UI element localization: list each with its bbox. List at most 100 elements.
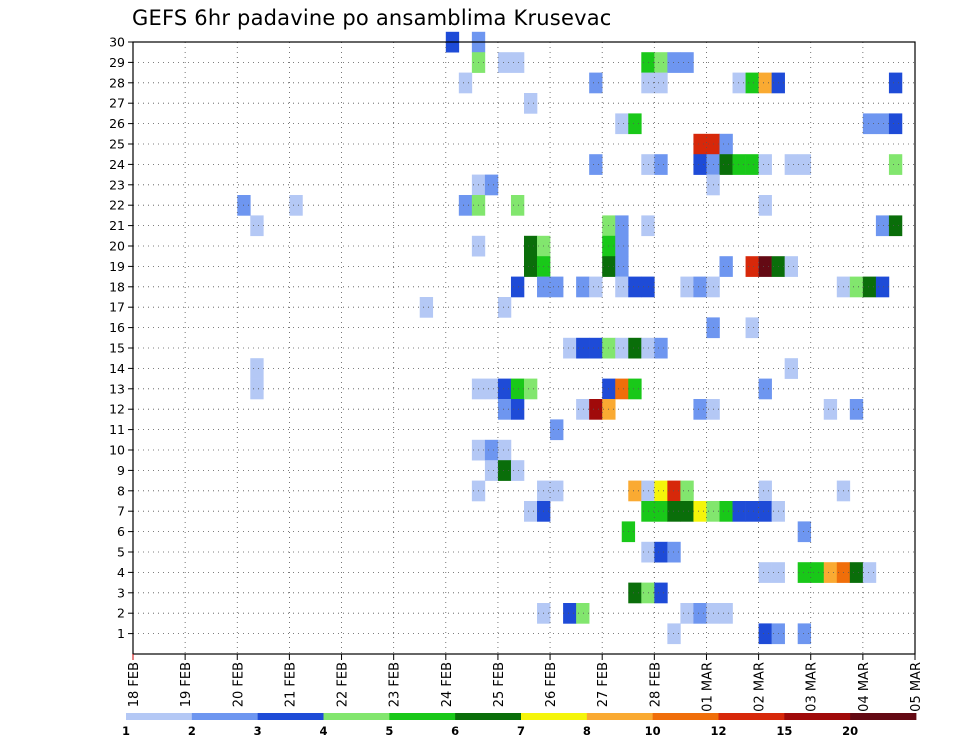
heatmap-cell	[810, 562, 825, 583]
y-axis-ticks: 1234567891011121314151617181920212223242…	[109, 35, 133, 641]
heatmap-cell	[250, 215, 264, 237]
heatmap-cell	[654, 541, 668, 563]
x-tick-label: 22 FEB	[336, 662, 351, 707]
heatmap-cell	[849, 399, 864, 420]
heatmap-cell	[680, 603, 694, 624]
legend-label: 6	[451, 724, 459, 738]
heatmap-cell	[628, 582, 642, 604]
heatmap-cell	[797, 623, 812, 645]
heatmap-cell	[628, 378, 642, 400]
legend-swatch	[850, 713, 917, 720]
legend-label: 2	[188, 724, 196, 738]
heatmap-cell	[758, 480, 772, 502]
heatmap-cell	[615, 215, 629, 237]
y-tick-label: 14	[109, 361, 125, 376]
heatmap-cell	[719, 256, 733, 277]
heatmap-cell	[693, 501, 707, 522]
heatmap-cell	[693, 154, 707, 175]
heatmap-cell	[680, 501, 694, 522]
heatmap-cell	[576, 399, 590, 420]
y-tick-label: 7	[117, 504, 125, 519]
y-tick-label: 1	[117, 626, 125, 641]
heatmap-cell	[862, 562, 877, 583]
x-tick-label: 25 FEB	[492, 662, 507, 707]
heatmap-cell	[654, 52, 668, 73]
heatmap-cell	[497, 378, 512, 400]
heatmap-cell	[784, 358, 798, 379]
y-tick-label: 21	[109, 218, 125, 233]
heatmap-cell	[289, 195, 303, 216]
heatmap-cell	[732, 154, 746, 175]
heatmap-cell	[758, 623, 772, 645]
x-tick-label: 23 FEB	[388, 662, 403, 707]
heatmap-cell	[576, 337, 590, 359]
heatmap-cell	[524, 501, 538, 522]
heatmap-cell	[641, 52, 655, 73]
heatmap-cell	[745, 72, 759, 94]
x-tick-label: 24 FEB	[440, 662, 455, 707]
x-tick-label: 05 MAR	[909, 662, 924, 712]
heatmap-cell	[667, 541, 681, 563]
heatmap-cell	[615, 276, 629, 298]
legend-label: 10	[645, 724, 661, 738]
heatmap-cell	[497, 297, 512, 318]
heatmap-cell	[589, 72, 603, 94]
heatmap-cell	[745, 256, 759, 277]
heatmap-cell	[628, 480, 642, 502]
heatmap-cell	[797, 562, 812, 583]
x-tick-label: 21 FEB	[283, 662, 298, 707]
y-tick-label: 16	[109, 320, 125, 335]
y-tick-label: 26	[109, 116, 125, 131]
legend-swatch	[191, 713, 259, 720]
heatmap-cell	[745, 317, 759, 339]
heatmap-cell	[628, 113, 642, 135]
x-tick-label: 04 MAR	[857, 662, 872, 712]
heatmap-cell	[628, 276, 642, 298]
heatmap-cell	[680, 480, 694, 502]
heatmap-cell	[862, 113, 877, 135]
heatmap-cell	[654, 480, 668, 502]
heatmap-cell	[849, 562, 864, 583]
legend-label: 15	[776, 724, 792, 738]
y-tick-label: 15	[109, 341, 125, 356]
heatmap-cells	[237, 31, 903, 645]
y-tick-label: 18	[109, 279, 125, 294]
y-tick-label: 6	[117, 524, 125, 539]
heatmap-cell	[732, 501, 746, 522]
heatmap-cell	[641, 480, 655, 502]
legend-swatch	[126, 713, 193, 720]
legend-label: 4	[319, 724, 327, 738]
heatmap-cell	[458, 72, 473, 94]
legend-label: 5	[385, 724, 393, 738]
heatmap-cell	[576, 603, 590, 624]
heatmap-cell	[510, 460, 525, 481]
heatmap-cell	[615, 256, 629, 277]
heatmap-cell	[484, 378, 499, 400]
heatmap-cell	[654, 501, 668, 522]
heatmap-cell	[524, 93, 538, 114]
heatmap-cell	[524, 256, 538, 277]
y-tick-label: 13	[109, 381, 125, 396]
heatmap-cell	[419, 297, 434, 318]
heatmap-cell	[641, 276, 655, 298]
heatmap-cell	[497, 439, 512, 461]
heatmap-cell	[641, 215, 655, 237]
heatmap-cell	[641, 154, 655, 175]
y-tick-label: 27	[109, 96, 125, 111]
heatmap-cell	[888, 154, 903, 175]
legend-swatch	[718, 713, 785, 720]
legend-swatch	[257, 713, 324, 720]
x-tick-label: 18 FEB	[127, 662, 142, 707]
y-tick-label: 9	[117, 463, 125, 478]
heatmap-cell	[589, 399, 603, 420]
heatmap-cell	[641, 582, 655, 604]
y-tick-label: 8	[117, 483, 125, 498]
legend-swatch	[586, 713, 654, 720]
heatmap-cell	[615, 378, 629, 400]
heatmap-cell	[680, 276, 694, 298]
heatmap-cell	[615, 235, 629, 257]
heatmap-cell	[589, 337, 603, 359]
y-tick-label: 22	[109, 198, 125, 213]
y-tick-label: 5	[117, 545, 125, 560]
heatmap-cell	[719, 154, 733, 175]
